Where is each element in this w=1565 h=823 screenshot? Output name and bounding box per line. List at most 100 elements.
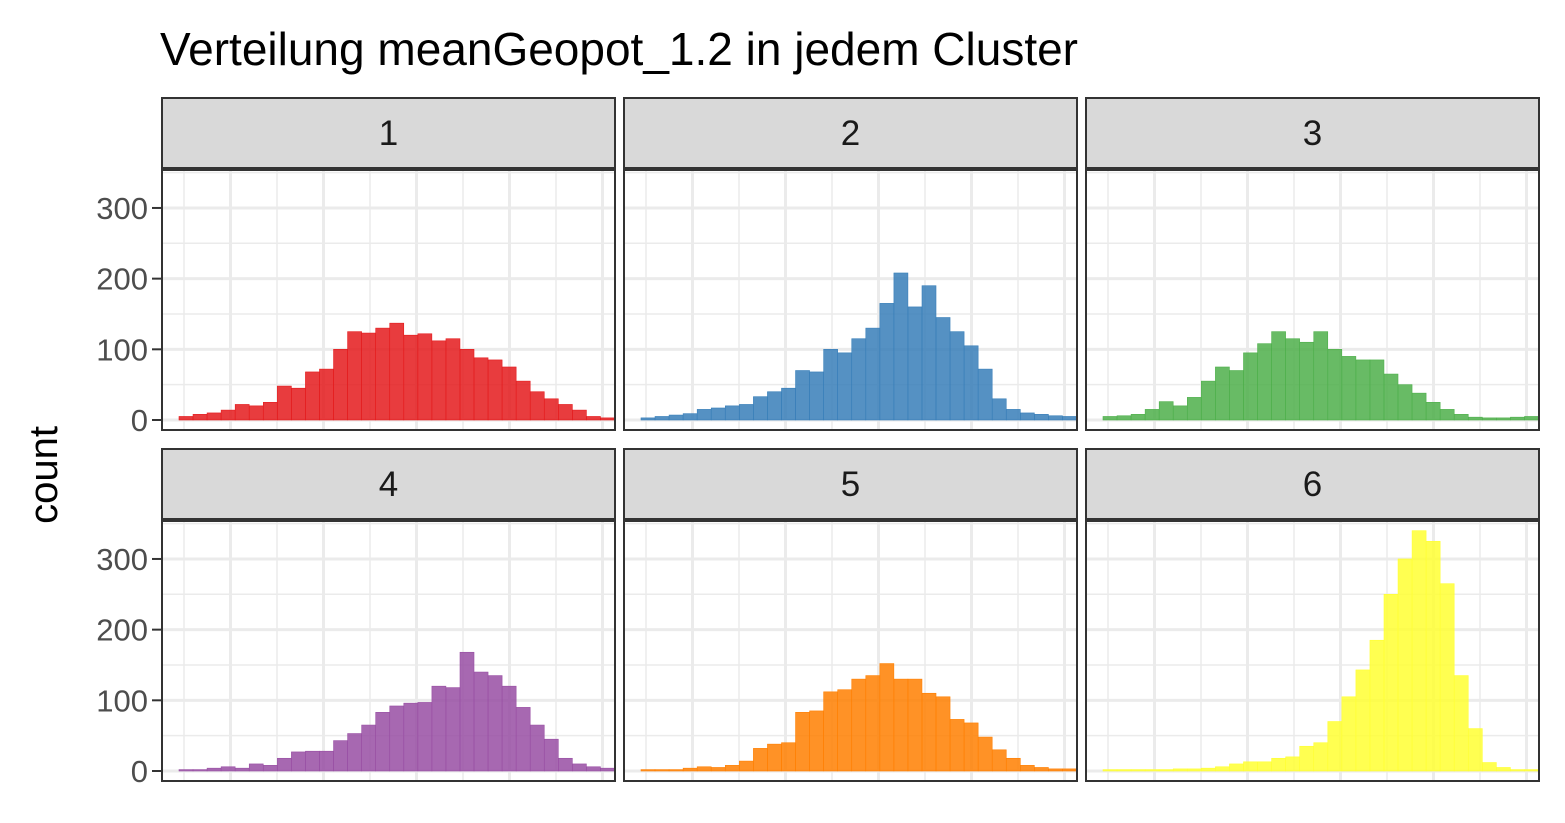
histogram-bar [865, 327, 881, 421]
histogram-bar [1453, 675, 1469, 772]
histogram-bar [1215, 766, 1230, 772]
facet-strip [1085, 97, 1540, 169]
chart-title: Verteilung meanGeopot_1.2 in jedem Clust… [160, 23, 1078, 75]
histogram-bar [1383, 593, 1399, 772]
histogram-bar [1453, 414, 1469, 421]
histogram-bar [668, 769, 684, 772]
y-axis-tick-label: 100 [96, 683, 148, 718]
histogram-bar [1102, 769, 1118, 772]
histogram-bar [192, 769, 208, 772]
histogram-bar [1048, 415, 1063, 421]
histogram-bar [291, 387, 306, 421]
histogram-bar [963, 722, 979, 772]
histogram-bar [1116, 769, 1132, 772]
histogram-bar [347, 733, 362, 772]
histogram-bar [1257, 343, 1272, 421]
histogram-bar [1425, 402, 1441, 421]
histogram-bar [1439, 409, 1455, 421]
histogram-bar [178, 416, 194, 421]
histogram-bar [1020, 765, 1035, 772]
histogram-bar [865, 675, 881, 772]
histogram-bar [1172, 768, 1188, 772]
histogram-bar [501, 366, 517, 421]
y-axis-tick-label: 0 [131, 403, 148, 438]
histogram-bar [963, 345, 979, 421]
facet-panel-5: 5 [623, 448, 1078, 782]
histogram-bar [710, 407, 726, 421]
histogram-bar [1285, 756, 1300, 772]
facet-strip [623, 448, 1078, 520]
histogram-bar [529, 724, 545, 772]
histogram-bar [1524, 416, 1539, 421]
histogram-bar [977, 368, 993, 421]
histogram-bar [178, 769, 194, 772]
panels-layer: 1 0 100 200 300 2 3 4 0 100 200 300 5 6 [96, 97, 1540, 789]
histogram-bar [823, 691, 838, 772]
histogram-bar [1048, 768, 1063, 772]
histogram-bar [1144, 769, 1160, 772]
panel-border [1085, 520, 1540, 782]
y-axis-tick-label: 300 [96, 191, 148, 226]
histogram-bar [739, 404, 754, 421]
histogram-bar [529, 391, 545, 421]
histogram-bar [572, 763, 587, 772]
histogram-bar [220, 409, 236, 421]
histogram-bar [823, 349, 838, 421]
histogram-bar [1327, 349, 1343, 421]
histogram-bar [724, 765, 740, 772]
histogram-bar [1271, 757, 1286, 772]
histogram-bar [192, 414, 208, 421]
histogram-bar [668, 414, 684, 421]
histogram-bar [1341, 696, 1357, 772]
facet-strip-label: 3 [1303, 114, 1322, 153]
histogram-bar [558, 404, 573, 421]
histogram-bar [1187, 397, 1202, 421]
histogram-bar [710, 767, 726, 772]
facet-strip-label: 6 [1303, 465, 1322, 504]
histogram-bar [1369, 639, 1385, 772]
histogram-bar [809, 710, 824, 772]
facet-strip [1085, 448, 1540, 520]
histogram-bar [1062, 416, 1077, 421]
histogram-bar [248, 763, 264, 772]
histogram-bar [572, 409, 587, 421]
histogram-bar [1229, 370, 1244, 421]
histogram-bar [781, 742, 796, 772]
histogram-bar [949, 331, 965, 421]
histogram-bar [1510, 769, 1525, 772]
histogram-bar [1496, 767, 1511, 772]
histogram-bar [319, 750, 334, 772]
histogram-bar [347, 331, 362, 421]
histogram-bar [1482, 417, 1497, 421]
histogram-bar [837, 352, 853, 421]
histogram-bar [1397, 558, 1413, 772]
histogram-bar [949, 719, 965, 772]
histogram-bar [935, 696, 951, 772]
histogram-bar [403, 702, 419, 772]
histogram-bar [431, 685, 447, 772]
histogram-bar [654, 416, 670, 421]
y-axis-label: count [22, 426, 66, 524]
histogram-bar [767, 743, 782, 772]
histogram-bar [1102, 416, 1118, 421]
histogram-bar [837, 689, 853, 772]
histogram-bar [1355, 669, 1371, 772]
histogram-bar [1215, 366, 1230, 421]
histogram-bar [1158, 769, 1174, 772]
histogram-bar [1062, 768, 1077, 772]
histogram-bar [935, 317, 951, 421]
histogram-bar [682, 413, 698, 421]
histogram-bar [543, 738, 559, 772]
histogram-bar [361, 724, 376, 772]
histogram-bar [991, 398, 1007, 421]
histogram-bar [1144, 409, 1160, 421]
histogram-bar [445, 338, 461, 421]
histogram-bar [333, 349, 348, 421]
histogram-bar [879, 303, 895, 421]
histogram-bar [445, 687, 461, 772]
histogram-bar [1313, 331, 1329, 421]
histogram-bar [1341, 356, 1357, 421]
y-axis-tick-label: 0 [131, 754, 148, 789]
histogram-bar [473, 357, 489, 421]
panel-border [623, 169, 1078, 431]
